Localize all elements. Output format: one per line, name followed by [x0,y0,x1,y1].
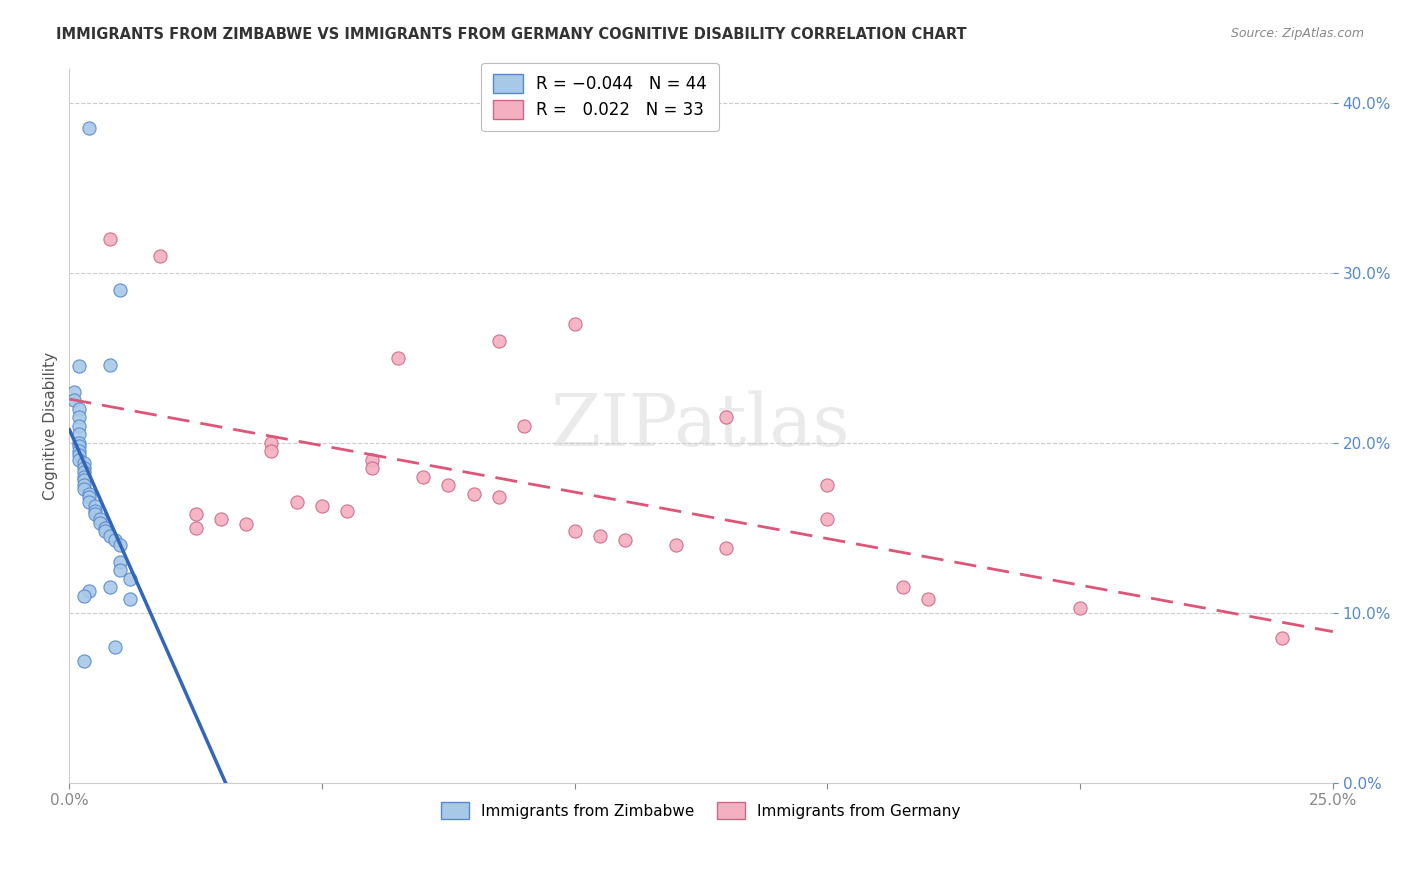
Legend: Immigrants from Zimbabwe, Immigrants from Germany: Immigrants from Zimbabwe, Immigrants fro… [436,796,967,825]
Point [513,418,536,433]
Point [83,504,105,518]
Point [917,592,939,607]
Point [98,358,121,372]
Point [463,487,485,501]
Point [260,435,283,450]
Point [891,581,914,595]
Point [93,524,115,539]
Point [209,512,232,526]
Point [73,465,96,479]
Point [89,512,111,526]
Point [67,448,90,462]
Point [67,435,90,450]
Point [412,470,434,484]
Point [79,583,101,598]
Point [98,232,121,246]
Point [665,538,688,552]
Point [387,351,409,365]
Point [67,427,90,442]
Point [1271,632,1294,646]
Text: ZIPatlas: ZIPatlas [551,391,851,461]
Point [149,249,172,263]
Point [89,516,111,530]
Point [108,538,131,552]
Point [83,508,105,522]
Point [311,499,333,513]
Point [118,572,141,586]
Point [361,461,384,475]
Point [184,508,207,522]
Point [73,478,96,492]
Point [104,533,127,547]
Point [564,317,586,331]
Point [83,499,105,513]
Point [67,410,90,425]
Point [67,401,90,416]
Point [63,393,86,408]
Point [361,452,384,467]
Point [67,439,90,453]
Point [67,444,90,458]
Point [235,517,257,532]
Text: IMMIGRANTS FROM ZIMBABWE VS IMMIGRANTS FROM GERMANY COGNITIVE DISABILITY CORRELA: IMMIGRANTS FROM ZIMBABWE VS IMMIGRANTS F… [56,27,967,42]
Point [73,589,96,603]
Point [488,334,510,348]
Point [98,581,121,595]
Point [73,456,96,470]
Point [73,473,96,487]
Point [98,529,121,543]
Point [63,384,86,399]
Point [488,490,510,504]
Point [260,444,283,458]
Point [73,654,96,668]
Point [336,504,359,518]
Point [1069,600,1091,615]
Point [79,121,101,136]
Point [184,521,207,535]
Point [73,470,96,484]
Point [564,524,586,539]
Text: Source: ZipAtlas.com: Source: ZipAtlas.com [1230,27,1364,40]
Point [79,490,101,504]
Point [589,529,612,543]
Point [614,533,637,547]
Point [67,418,90,433]
Point [108,563,131,577]
Point [118,592,141,607]
Point [437,478,460,492]
Point [716,410,738,425]
Point [108,555,131,569]
Point [815,478,838,492]
Point [73,482,96,496]
Y-axis label: Cognitive Disability: Cognitive Disability [44,351,58,500]
Point [815,512,838,526]
Point [79,495,101,509]
Point [93,521,115,535]
Point [73,461,96,475]
Point [108,283,131,297]
Point [104,640,127,654]
Point [67,452,90,467]
Point [716,541,738,556]
Point [79,487,101,501]
Point [285,495,308,509]
Point [67,359,90,374]
